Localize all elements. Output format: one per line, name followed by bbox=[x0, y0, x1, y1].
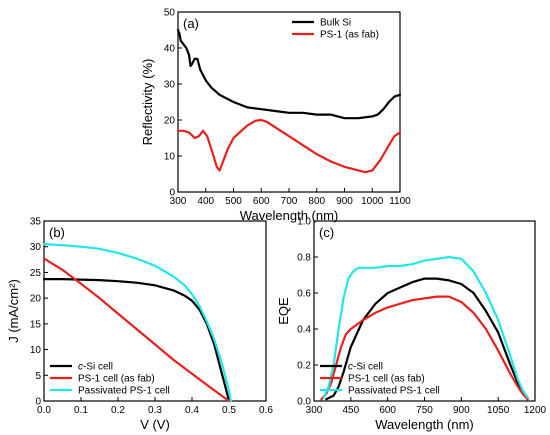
series-line-1 bbox=[176, 28, 402, 120]
y-tick-label: 20 bbox=[164, 116, 176, 127]
x-tick-label: 300 bbox=[170, 196, 187, 207]
x-tick-label: 600 bbox=[379, 405, 396, 416]
x-tick-label: 700 bbox=[281, 196, 298, 207]
x-tick-label: 900 bbox=[336, 196, 353, 207]
y-tick-label: 30 bbox=[164, 80, 176, 91]
x-tick-label: 750 bbox=[416, 405, 433, 416]
legend-entry: c-Si cell bbox=[348, 362, 383, 373]
legend-entry: PS-1 (as fab) bbox=[320, 30, 379, 41]
series-line-2 bbox=[42, 257, 231, 403]
x-axis-title: Wavelength (nm) bbox=[240, 208, 339, 223]
x-tick-label: 0.3 bbox=[148, 405, 162, 416]
legend-entry: Passivated PS-1 cell bbox=[348, 386, 440, 397]
panel-label: (c) bbox=[319, 225, 334, 240]
x-axis-title: V (V) bbox=[140, 417, 170, 432]
legend-entry: Passivated PS-1 cell bbox=[78, 386, 170, 397]
series-line-2 bbox=[320, 295, 529, 401]
y-tick-label: 0.0 bbox=[297, 397, 311, 408]
x-tick-label: 400 bbox=[197, 196, 214, 207]
panel-label: (a) bbox=[183, 16, 199, 31]
legend-entry: Bulk Si bbox=[320, 18, 351, 29]
y-tick-label: 0 bbox=[169, 188, 175, 199]
x-tick-label: 1050 bbox=[487, 405, 510, 416]
y-axis-title: J (mA/cm²) bbox=[6, 279, 21, 343]
x-axis-title: Wavelength (nm) bbox=[375, 417, 474, 432]
x-tick-label: 0.1 bbox=[74, 405, 88, 416]
legend-entry: c-Si cell bbox=[78, 362, 113, 373]
y-tick-label: 5 bbox=[35, 371, 41, 382]
chart-panel-1: 300 400 500 600 700 800 900 1000 1100 0 10 20 30 40 50… bbox=[140, 8, 411, 224]
y-tick-label: 0.2 bbox=[297, 361, 311, 372]
y-tick-label: 10 bbox=[30, 345, 42, 356]
x-tick-label: 0.0 bbox=[37, 405, 51, 416]
y-axis-title: Reflectivity (%) bbox=[140, 59, 155, 146]
x-tick-label: 600 bbox=[253, 196, 270, 207]
x-tick-label: 0.4 bbox=[185, 405, 199, 416]
y-tick-label: 0 bbox=[35, 397, 41, 408]
y-tick-label: 0.4 bbox=[297, 325, 311, 336]
x-tick-label: 450 bbox=[342, 405, 359, 416]
x-tick-label: 0.6 bbox=[259, 405, 273, 416]
panel-label: (b) bbox=[49, 225, 65, 240]
x-tick-label: 500 bbox=[225, 196, 242, 207]
x-tick-label: 900 bbox=[453, 405, 470, 416]
x-tick-label: 800 bbox=[308, 196, 325, 207]
y-tick-label: 0.6 bbox=[297, 289, 311, 300]
series-line-3 bbox=[42, 243, 232, 403]
series-line-1 bbox=[325, 277, 529, 401]
y-tick-label: 0.8 bbox=[297, 253, 311, 264]
series-line-3 bbox=[322, 255, 529, 399]
series-line-1 bbox=[42, 278, 231, 403]
x-tick-label: 0.2 bbox=[111, 405, 125, 416]
y-tick-label: 20 bbox=[30, 294, 42, 305]
y-tick-label: 10 bbox=[164, 152, 176, 163]
y-tick-label: 25 bbox=[30, 268, 42, 279]
y-tick-label: 15 bbox=[30, 319, 42, 330]
x-tick-label: 1000 bbox=[361, 196, 384, 207]
x-tick-label: 1100 bbox=[389, 196, 411, 207]
y-axis-title: EQE bbox=[276, 297, 291, 325]
y-tick-label: 50 bbox=[164, 8, 176, 19]
y-tick-label: 1.0 bbox=[297, 217, 311, 228]
legend-entry: PS-1 cell (as fab) bbox=[348, 374, 425, 385]
x-tick-label: 1200 bbox=[524, 405, 547, 416]
series-line-2 bbox=[176, 118, 402, 174]
y-tick-label: 30 bbox=[30, 242, 42, 253]
x-tick-label: 300 bbox=[306, 405, 323, 416]
x-tick-label: 0.5 bbox=[222, 405, 236, 416]
y-tick-label: 40 bbox=[164, 44, 176, 55]
chart-panel-2: 0.0 0.1 0.2 0.3 0.4 0.5 0.6 0 5 10 15 20 25 30 35 V (V)… bbox=[6, 217, 273, 433]
chart-panel-3: 300 450 600 750 900 1050 1200 0.0 0.2 0.4 0.6 0.8 1.… bbox=[276, 217, 547, 433]
y-tick-label: 35 bbox=[30, 217, 42, 228]
legend-entry: PS-1 cell (as fab) bbox=[78, 374, 155, 385]
